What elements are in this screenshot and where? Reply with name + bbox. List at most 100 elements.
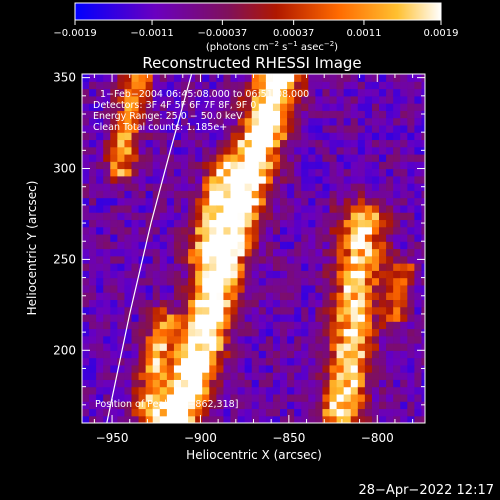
heatmap-cell [258,379,267,388]
heatmap-cell [244,343,253,351]
heatmap-cell [124,226,133,235]
heatmap-cell [251,299,260,308]
heatmap-cell [322,372,331,380]
heatmap-cell [145,190,154,199]
heatmap-cell [343,248,352,257]
heatmap-cell [230,190,239,199]
y-axis-ticks [82,77,425,406]
heatmap-cell [202,277,210,286]
heatmap-cell [173,110,182,119]
heatmap-cell [272,328,281,337]
heatmap-cell [400,306,408,315]
heatmap-cell [96,350,104,359]
heatmap-cell [265,313,274,322]
heatmap-cell [371,146,380,155]
heatmap-cell [315,270,324,279]
heatmap-cell [195,88,203,97]
heatmap-cell [244,197,253,206]
heatmap-cell [364,168,373,177]
heatmap-cell [195,364,203,373]
colorbar-tick-label: −0.0011 [130,28,173,39]
heatmap-cell [386,146,394,155]
heatmap-cell [209,408,217,417]
heatmap-cell [202,350,210,359]
heatmap-cell [202,190,210,199]
heatmap-cell [294,95,302,104]
heatmap-cell [145,313,154,322]
heatmap-cell [138,372,147,380]
heatmap-cell [117,372,126,380]
heatmap-cell [357,175,366,184]
heatmap-cell [393,103,401,111]
heatmap-cell [393,299,401,308]
heatmap-cell [124,117,133,126]
heatmap-cell [152,408,161,417]
heatmap-cell [230,277,239,286]
heatmap-cell [301,241,309,250]
heatmap-cell [357,95,366,104]
heatmap-cell [357,313,366,322]
heatmap-cell [124,153,133,162]
heatmap-cell [421,306,425,315]
heatmap-cell [393,95,401,104]
heatmap-cell [202,357,210,366]
heatmap-cell [159,401,168,410]
heatmap-cell [272,248,281,257]
heatmap-cell [379,292,387,300]
heatmap-cell [131,379,140,388]
heatmap-cell [407,95,415,104]
heatmap-cell [364,372,373,380]
heatmap-cell [364,204,373,213]
heatmap-cell [110,88,118,97]
heatmap-cell [188,204,196,213]
heatmap-cell [272,81,281,90]
heatmap-cell [82,161,90,170]
heatmap-cell [82,248,90,257]
heatmap-cell [230,292,239,300]
heatmap-cell [82,335,90,344]
heatmap-cell [230,270,239,279]
heatmap-cell [308,139,316,148]
heatmap-cell [173,386,182,395]
heatmap-cell [301,183,309,191]
heatmap-cell [386,284,394,293]
heatmap-cell [244,219,253,228]
heatmap-cell [173,132,182,141]
heatmap-cell [166,292,175,300]
heatmap-cell [315,103,324,111]
heatmap-cell [138,343,147,351]
heatmap-cell [195,372,203,380]
heatmap-cell [251,204,260,213]
heatmap-cell [350,95,359,104]
heatmap-cell [371,270,380,279]
heatmap-cell [89,357,97,366]
heatmap-cell [315,124,324,133]
heatmap-cell [315,284,324,293]
heatmap-cell [308,248,316,257]
heatmap-cell [421,117,425,126]
heatmap-cell [308,219,316,228]
heatmap-cell [329,284,338,293]
heatmap-cell [223,328,232,337]
heatmap-cell [414,95,423,104]
heatmap-cell [272,88,281,97]
heatmap-cell [301,95,309,104]
heatmap-cell [379,212,387,221]
heatmap-cell [110,248,118,257]
heatmap-cell [280,393,288,402]
heatmap-cell [315,132,324,141]
heatmap-cell [82,270,90,279]
heatmap-cell [350,313,359,322]
heatmap-cell [336,146,345,155]
heatmap-cell [336,284,345,293]
heatmap-cell [124,408,133,417]
heatmap-cell [301,81,309,90]
heatmap-cell [244,153,253,162]
heatmap-cell [152,175,161,184]
heatmap-cell [301,190,309,199]
heatmap-cell [258,139,267,148]
heatmap-cell [393,197,401,206]
heatmap-cell [209,357,217,366]
heatmap-cell [82,313,90,322]
